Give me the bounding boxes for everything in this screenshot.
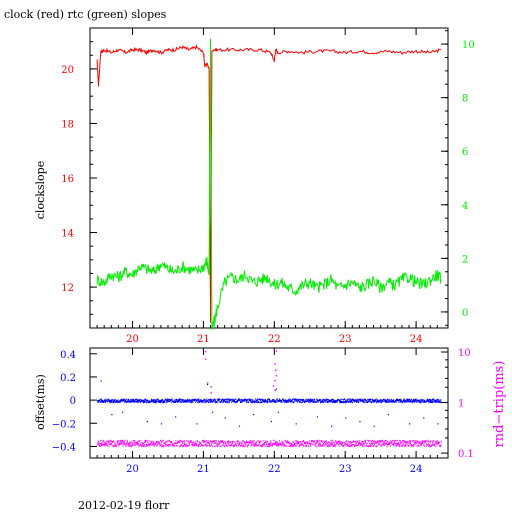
offset-point (275, 388, 277, 390)
offset-point (238, 425, 241, 427)
offset-point (210, 386, 212, 388)
top-xtick-label: 24 (410, 334, 423, 345)
top-frame (89, 27, 449, 329)
offset-point (331, 425, 333, 427)
round-trip-point (274, 379, 276, 382)
offset-point (373, 425, 375, 427)
round-trip-point (275, 369, 277, 371)
offset-point (295, 423, 297, 425)
bottom-xtick-label: 20 (126, 464, 139, 475)
round-trip-point (272, 385, 275, 387)
top-y2tick-label: 4 (462, 201, 468, 212)
offset-point (270, 420, 272, 423)
series-band-round-trip (97, 439, 442, 448)
top-xtick-label: 21 (197, 334, 210, 345)
round-trip-point (274, 363, 276, 365)
offset-point (100, 380, 102, 382)
top-ytick-label: 16 (61, 174, 74, 185)
bottom-ytick-label: −0.2 (52, 419, 76, 430)
offset-point (423, 417, 425, 419)
chart-title: clock (red) rtc (green) slopes (4, 8, 167, 21)
offset-point (160, 423, 163, 425)
offset-point (196, 423, 198, 425)
offset-point (146, 420, 148, 423)
bottom-ytick-label: 0.4 (60, 350, 76, 361)
top-y2tick-label: 6 (462, 147, 468, 158)
offset-point (253, 414, 255, 416)
offset-point (345, 417, 347, 419)
top-ylabel: clockslope (34, 161, 47, 219)
bottom-y2tick-label: 0.1 (458, 449, 474, 460)
top-xtick-label: 23 (339, 334, 352, 345)
bottom-ytick-label: −0.4 (52, 442, 76, 453)
bottom-ytick-label: 0.2 (60, 373, 76, 384)
bottom-panel: 20 21 22 23 24 −0.4 −0.2 0 0.2 0.4 0.1 1 10 (52, 347, 474, 475)
offset-point (175, 416, 177, 418)
bottom-xtick-label: 22 (268, 464, 281, 475)
bottom-y2tick-label: 1 (458, 399, 464, 410)
bottom-y2tick-label: 10 (458, 348, 471, 359)
offset-point (121, 411, 124, 413)
top-y2tick-label: 8 (462, 94, 468, 105)
offset-point (224, 417, 226, 419)
round-trip-point (206, 382, 209, 384)
series-band-offset (97, 398, 442, 404)
offset-point (211, 411, 214, 413)
round-trip-point (274, 389, 276, 392)
round-trip-point (204, 350, 207, 353)
round-trip-point (210, 392, 212, 394)
offset-point (359, 420, 361, 423)
series-line-rtc (96, 38, 442, 330)
bottom-ylabel: offset(ms) (34, 374, 47, 430)
bottom-xtick-label: 21 (197, 464, 210, 475)
offset-point (277, 411, 280, 413)
offset-point (206, 383, 209, 386)
footer-label: 2012-02-19 florr (78, 499, 170, 512)
round-trip-point (204, 358, 207, 360)
top-xtick-label: 22 (268, 334, 281, 345)
offset-point (316, 416, 319, 418)
offset-point (387, 414, 389, 416)
offset-point (437, 423, 439, 425)
offset-point (409, 423, 411, 425)
top-ytick-label: 18 (61, 119, 74, 130)
bottom-xtick-label: 24 (410, 464, 423, 475)
top-ytick-label: 12 (61, 283, 74, 294)
round-trip-point (275, 350, 278, 352)
series-line-clock (96, 43, 442, 323)
top-y2tick-label: 0 (462, 308, 468, 319)
round-trip-point (275, 375, 278, 377)
top-y2tick-label: 10 (462, 40, 475, 51)
top-y2tick-label: 2 (462, 254, 468, 265)
top-xtick-label: 20 (126, 334, 139, 345)
bottom-y2label: rnd−trip(ms) (492, 361, 507, 448)
offset-point (111, 414, 113, 416)
top-ytick-label: 20 (61, 65, 74, 76)
bottom-ytick-label: 0 (70, 396, 76, 407)
bottom-xtick-label: 23 (339, 464, 352, 475)
top-ytick-label: 14 (61, 229, 74, 240)
